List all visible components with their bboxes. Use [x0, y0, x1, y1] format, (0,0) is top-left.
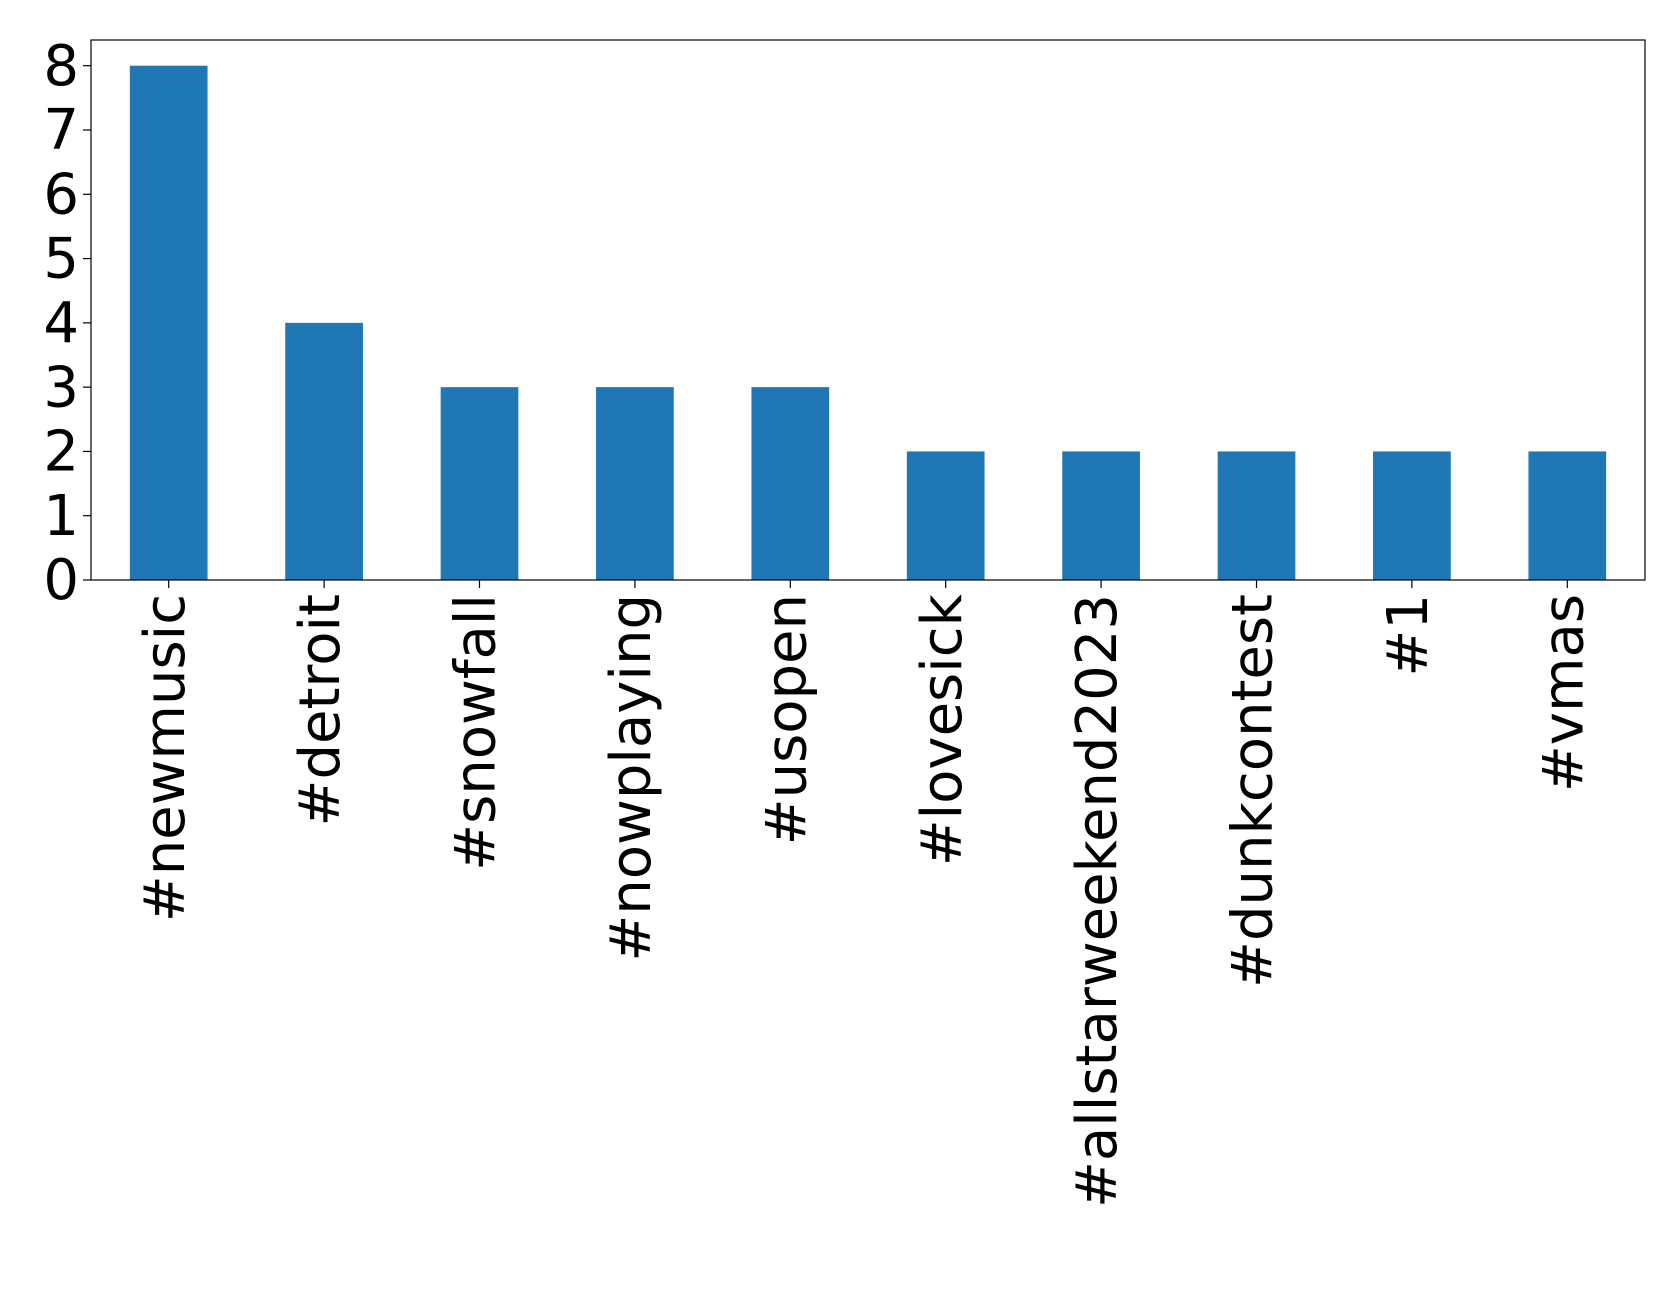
- bar: [285, 322, 363, 580]
- x-tick-label: #vmas: [1531, 594, 1596, 792]
- y-tick-label: 6: [43, 162, 79, 227]
- y-tick-label: 3: [43, 355, 79, 420]
- x-tick-label: #usopen: [754, 594, 819, 845]
- x-tick-label: #nowplaying: [599, 594, 664, 962]
- bar: [440, 387, 519, 580]
- y-tick-label: 5: [43, 227, 79, 292]
- bar: [1217, 451, 1296, 580]
- y-tick-label: 7: [43, 98, 79, 163]
- x-tick-label: #detroit: [288, 594, 353, 826]
- x-tick-label: #snowfall: [444, 594, 509, 871]
- x-tick-label: #dunkcontest: [1221, 594, 1286, 988]
- bar: [906, 451, 985, 580]
- bar: [751, 387, 830, 580]
- y-tick-label: 0: [43, 548, 79, 613]
- y-tick-label: 8: [43, 34, 79, 99]
- x-tick-label: #1: [1376, 594, 1441, 677]
- bar: [129, 65, 208, 580]
- x-tick-label: #newmusic: [133, 594, 198, 922]
- bar: [1373, 451, 1451, 580]
- y-tick-label: 1: [43, 484, 79, 549]
- x-tick-label: #allstarweekend2023: [1065, 594, 1130, 1208]
- plot-frame: [90, 39, 1646, 581]
- bar: [596, 387, 674, 580]
- x-tick-label: #lovesick: [910, 593, 975, 866]
- bar: [1062, 451, 1140, 580]
- bar: [1528, 451, 1607, 580]
- y-tick-label: 4: [43, 291, 79, 356]
- y-tick-label: 2: [43, 420, 79, 485]
